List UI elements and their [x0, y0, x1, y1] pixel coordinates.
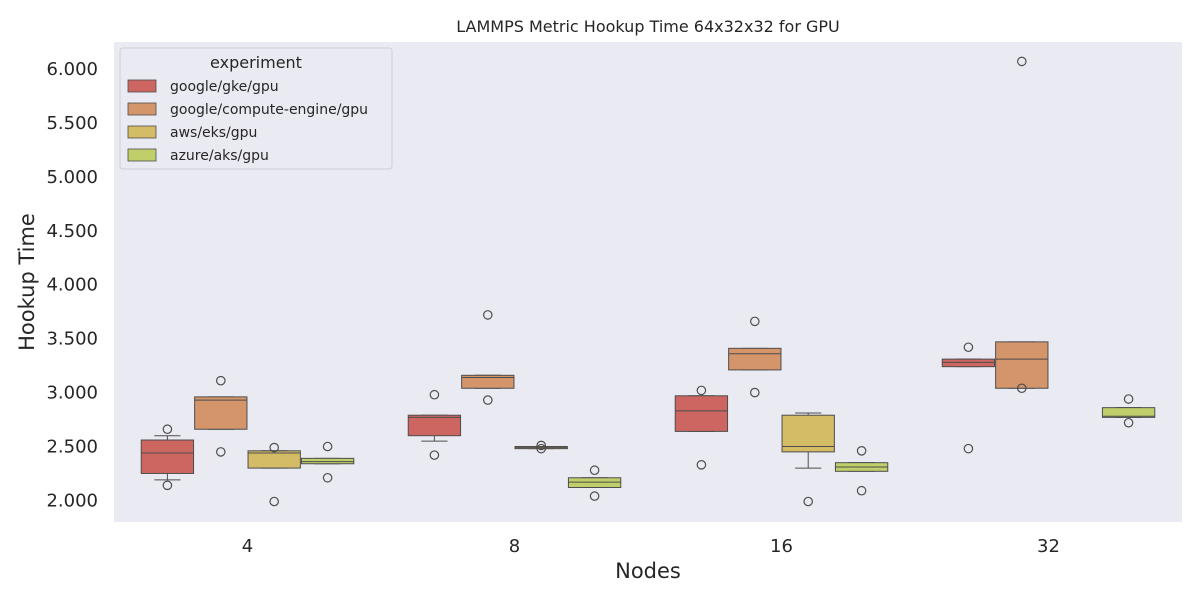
box-group	[834, 446, 889, 496]
x-axis-label: Nodes	[615, 559, 681, 583]
outlier-point	[322, 441, 333, 452]
outlier-point	[429, 389, 440, 400]
outlier-point	[696, 460, 707, 470]
outlier-point	[322, 472, 333, 483]
legend-items: google/gke/gpu google/compute-engine/gpu a…	[127, 79, 368, 164]
y-tick-label: 6.000	[46, 59, 98, 80]
outlier-point	[429, 450, 440, 460]
legend-item: google/gke/gpu	[127, 79, 279, 95]
box	[461, 374, 515, 389]
legend-swatch	[127, 79, 157, 93]
outlier-point	[269, 496, 279, 507]
legend-label: azure/aks/gpu	[170, 148, 269, 164]
outlier-point	[162, 480, 173, 491]
box-group	[194, 375, 248, 457]
box-group	[674, 385, 729, 470]
x-tick-label: 8	[509, 536, 520, 557]
box	[140, 439, 195, 474]
legend-label: google/compute-engine/gpu	[170, 102, 368, 118]
legend-item: aws/eks/gpu	[127, 125, 257, 141]
box-group	[300, 441, 355, 483]
outlier-point	[536, 440, 546, 451]
y-tick-label: 2.000	[46, 490, 98, 511]
box-group	[567, 465, 622, 501]
box-group	[941, 342, 996, 454]
outlier-point	[749, 316, 760, 327]
box	[567, 477, 622, 488]
outlier-point	[1016, 56, 1027, 67]
outlier-point	[536, 443, 546, 454]
x-tick-label: 16	[770, 536, 793, 557]
y-tick-label: 4.000	[46, 275, 98, 296]
outlier-point	[856, 446, 867, 456]
y-tick-label: 2.500	[46, 436, 98, 457]
legend-swatch	[127, 102, 157, 116]
outlier-point	[216, 447, 226, 457]
y-tick-label: 4.500	[46, 221, 98, 242]
legend-label: aws/eks/gpu	[170, 125, 257, 141]
outlier-point	[269, 442, 279, 453]
box-group	[461, 310, 515, 405]
legend-title: experiment	[210, 53, 302, 72]
box-group	[247, 442, 301, 507]
box	[995, 341, 1049, 389]
legend-item: azure/aks/gpu	[127, 148, 269, 164]
box-group	[140, 424, 195, 491]
box	[194, 396, 248, 430]
y-tick-label: 5.000	[46, 167, 98, 188]
outlier-point	[1123, 394, 1134, 404]
box	[300, 457, 355, 465]
outlier-point	[696, 385, 707, 396]
box	[247, 450, 301, 469]
box	[407, 414, 462, 437]
box-group	[728, 316, 782, 398]
x-tick-label: 4	[242, 536, 253, 557]
legend-frame	[119, 47, 393, 170]
box	[941, 358, 996, 368]
y-tick-label: 3.000	[46, 383, 98, 404]
box-group	[781, 412, 835, 507]
outlier-point	[749, 387, 760, 398]
box	[728, 347, 782, 371]
outlier-point	[162, 424, 173, 435]
box	[781, 414, 835, 453]
y-tick-label: 5.500	[46, 113, 98, 134]
boxes-layer	[140, 56, 1156, 507]
box	[674, 395, 729, 432]
outlier-point	[856, 485, 867, 496]
legend-label: google/gke/gpu	[170, 79, 279, 95]
legend-swatch	[127, 125, 157, 139]
outlier-point	[589, 491, 600, 501]
x-tick-label: 32	[1037, 536, 1060, 557]
outlier-point	[963, 443, 974, 454]
legend: experiment google/gke/gpu google/compute-…	[119, 47, 393, 170]
y-tick-labels: 2.000 2.500 3.000 3.500 4.000 4.500 5.000 5.500…	[46, 59, 98, 511]
box-group	[1101, 394, 1156, 428]
outlier-point	[589, 465, 600, 476]
legend-item: google/compute-engine/gpu	[127, 102, 368, 118]
chart-title: LAMMPS Metric Hookup Time 64x32x32 for G…	[456, 17, 840, 36]
y-tick-label: 3.500	[46, 329, 98, 350]
box	[1101, 407, 1156, 418]
outlier-point	[482, 395, 493, 405]
y-axis-label: Hookup Time	[15, 213, 39, 351]
box-group	[995, 56, 1049, 394]
legend-swatch	[127, 148, 157, 162]
outlier-point	[216, 375, 226, 386]
outlier-point	[482, 310, 493, 320]
outlier-point	[1123, 417, 1134, 428]
box-group	[407, 389, 462, 460]
x-tick-labels: 4 8 16 32	[242, 536, 1060, 557]
outlier-point	[963, 342, 974, 353]
outlier-point	[803, 496, 813, 507]
box-group	[514, 440, 568, 454]
outlier-point	[1016, 383, 1027, 394]
